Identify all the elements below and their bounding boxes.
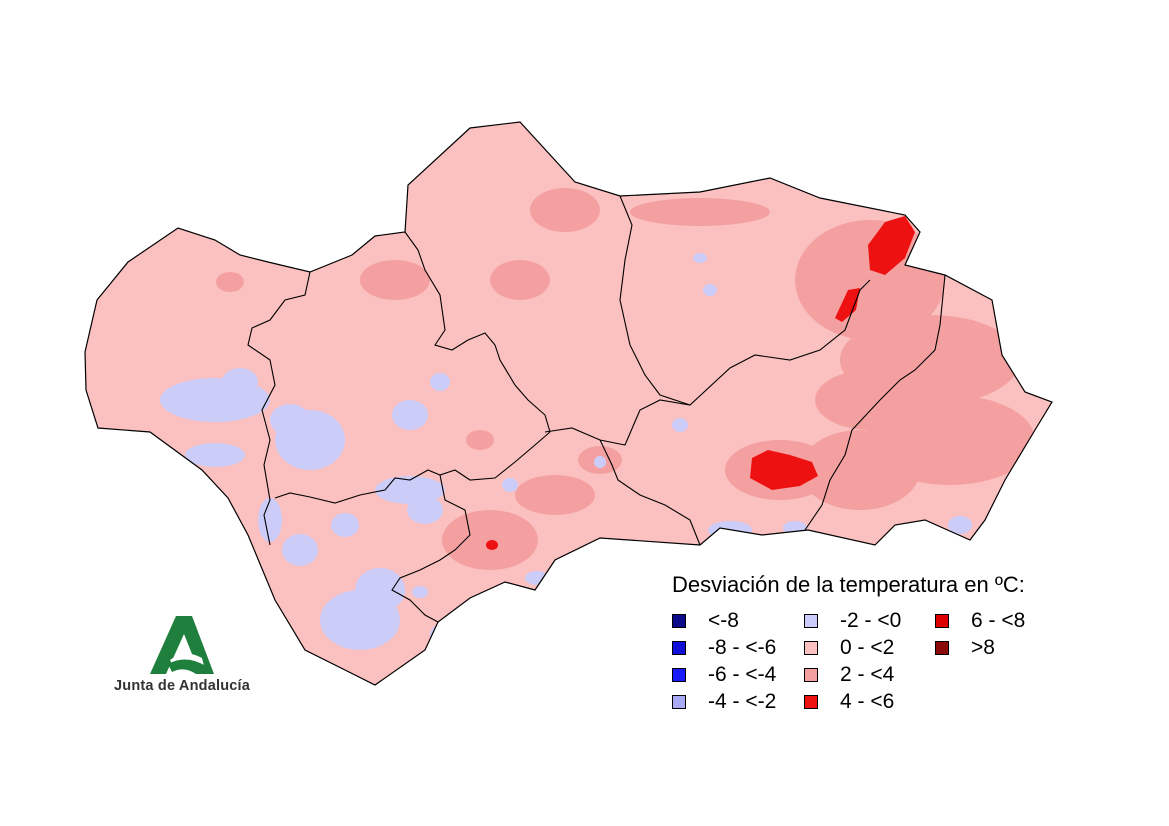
junta-de-andalucia-logo: Junta de Andalucía: [110, 612, 260, 702]
temperature-zones: [160, 188, 1035, 650]
legend-item: 6 - <8: [935, 608, 1025, 634]
legend-label: 0 - <2: [840, 636, 895, 659]
legend-swatch: [935, 614, 949, 628]
legend-item: >8: [935, 635, 995, 661]
legend-title: Desviación de la temperatura en ºC:: [672, 572, 1025, 597]
region-outline: [84, 121, 1053, 686]
legend-swatch: [672, 695, 686, 709]
legend-swatch: [804, 641, 818, 655]
legend-label: 4 - <6: [840, 690, 895, 713]
legend-label: <-8: [708, 609, 739, 632]
province-boundaries: [247, 195, 946, 623]
zones-minus2-to-0: [160, 253, 972, 650]
legend-label: >8: [971, 636, 995, 659]
logo-a-icon: [150, 616, 214, 674]
legend-item: -8 - <-6: [672, 635, 776, 661]
legend-swatch: [672, 641, 686, 655]
zones-4-to-6: [486, 216, 915, 550]
legend-swatch: [804, 614, 818, 628]
legend-item: 4 - <6: [804, 689, 894, 715]
legend-label: -6 - <-4: [708, 663, 777, 686]
legend-label: 6 - <8: [971, 609, 1026, 632]
legend-item: -2 - <0: [804, 608, 901, 634]
legend-item: 2 - <4: [804, 662, 894, 688]
legend-label: -4 - <-2: [708, 690, 777, 713]
legend-item: -6 - <-4: [672, 662, 776, 688]
legend-label: -2 - <0: [840, 609, 902, 632]
legend-item: 0 - <2: [804, 635, 894, 661]
legend-item: <-8: [672, 608, 739, 634]
legend-swatch: [672, 668, 686, 682]
legend: Desviación de la temperatura en ºC: <-8 …: [672, 572, 1072, 722]
legend-label: 2 - <4: [840, 663, 895, 686]
legend-swatch: [804, 668, 818, 682]
legend-swatch: [804, 695, 818, 709]
legend-swatch: [672, 614, 686, 628]
logo-text: Junta de Andalucía: [114, 678, 251, 694]
legend-item: -4 - <-2: [672, 689, 776, 715]
zones-2-to-4: [216, 188, 1035, 570]
legend-label: -8 - <-6: [708, 636, 777, 659]
legend-swatch: [935, 641, 949, 655]
